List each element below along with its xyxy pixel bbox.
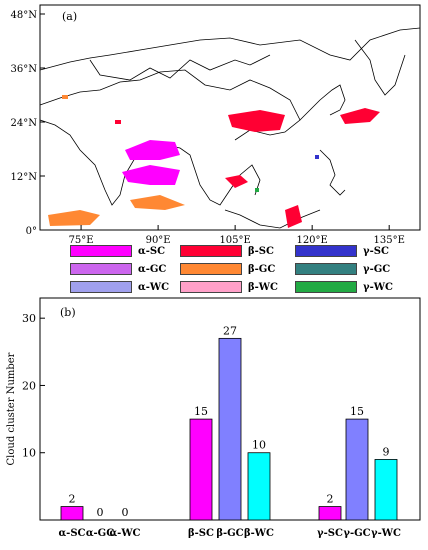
y-tick-label: 10	[22, 447, 36, 460]
lat-tick-label: 24°N	[11, 118, 38, 129]
lon-tick-label: 135°E	[373, 235, 404, 246]
map-panel: (a) 0° 12°N 24°N 36°N 48°N 75°E 90°E 105°E 120°…	[11, 4, 421, 246]
coastlines	[39, 27, 421, 229]
bar	[374, 459, 398, 521]
y-axis-label: Cloud cluster Number	[6, 352, 17, 465]
bars	[60, 337, 398, 521]
x-tick-label: α-GC	[86, 528, 114, 539]
y-tick-label: 30	[22, 312, 36, 325]
y-axis-ticks: 10 20 30	[22, 312, 45, 460]
cloud-clusters	[48, 95, 380, 228]
lon-tick-label: 75°E	[69, 235, 94, 246]
bar-value-label: 15	[350, 405, 364, 418]
x-tick-label: β-WC	[244, 528, 274, 539]
chart-panel-label: (b)	[60, 306, 76, 319]
bar-value-label: 15	[194, 405, 208, 418]
lon-tick-label: 105°E	[219, 235, 250, 246]
bar-value-label: 2	[69, 493, 76, 506]
bar-value-label: 0	[122, 506, 129, 519]
x-tick-label: β-SC	[188, 528, 214, 539]
bar	[218, 337, 242, 521]
y-tick-label: 20	[22, 379, 36, 392]
x-tick-label: α-SC	[58, 528, 85, 539]
lat-tick-label: 48°N	[11, 10, 38, 21]
x-axis-labels: α-SC α-GCα-WC β-SC β-GC β-WC γ-SC γ-GC γ-WC	[58, 528, 401, 539]
bar-value-label: 27	[223, 324, 237, 337]
bar	[247, 452, 271, 521]
bar	[189, 418, 213, 521]
bar-value-label: 10	[252, 439, 266, 452]
latitude-ticks: 0° 12°N 24°N 36°N 48°N	[11, 10, 45, 237]
bar	[60, 506, 84, 521]
lat-tick-label: 36°N	[11, 64, 38, 75]
bar-value-label: 0	[97, 506, 104, 519]
x-tick-label: γ-GC	[343, 528, 370, 539]
map-panel-label: (a)	[62, 10, 77, 23]
lat-tick-label: 12°N	[11, 172, 38, 183]
lon-tick-label: 90°E	[146, 235, 171, 246]
x-tick-label: α-WC	[109, 528, 140, 539]
x-tick-label: γ-SC	[317, 528, 343, 539]
bar-value-label: 9	[383, 445, 390, 458]
x-tick-label: γ-WC	[371, 528, 401, 539]
longitude-ticks: 75°E 90°E 105°E 120°E 135°E	[69, 225, 405, 246]
x-tick-label: β-GC	[216, 528, 243, 539]
bar	[318, 506, 342, 521]
bar	[345, 418, 369, 521]
lat-tick-label: 0°	[26, 226, 37, 237]
bar-value-labels: 2 0 0 15 27 10 2 15 9	[69, 324, 390, 519]
lon-tick-label: 120°E	[296, 235, 327, 246]
bar-value-label: 2	[327, 493, 334, 506]
